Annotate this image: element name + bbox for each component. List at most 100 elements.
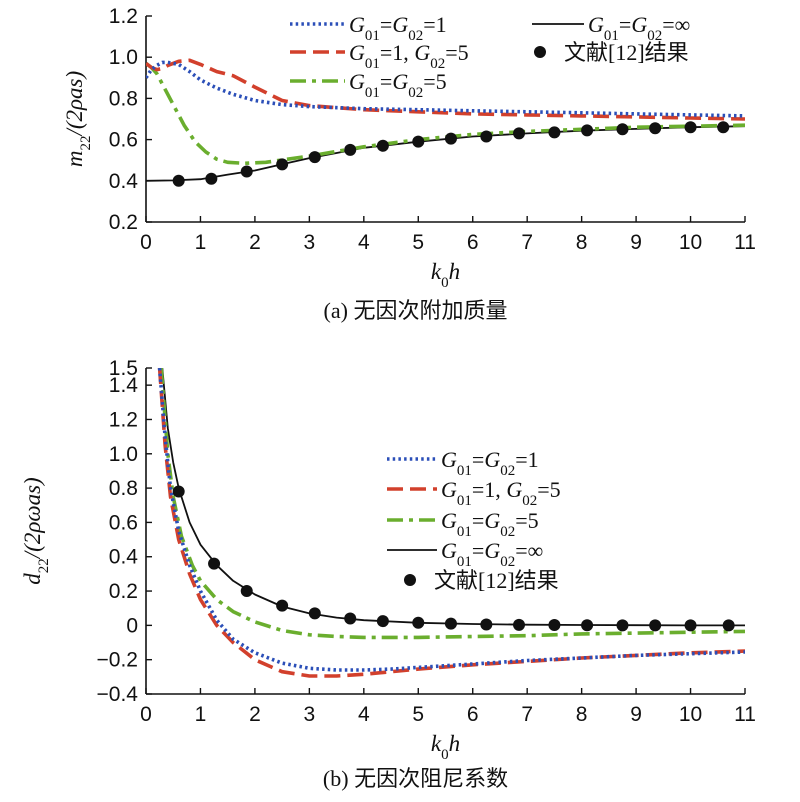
y-tick-label: 0.8 [109, 87, 138, 110]
legend-label: G01=1, G02=5 [441, 477, 561, 509]
data-point-marker [240, 165, 253, 178]
chart-a: 0 1 2 3 4 5 6 7 8 9 10 11 0.2 0.4 0.6 0.8 1.0 1.2 k0h m22/(… [62, 5, 756, 323]
y-axis-label: m22/(2ρas) [62, 71, 94, 167]
x-tick-label: 7 [521, 703, 533, 726]
x-tick-label: 5 [412, 703, 424, 726]
series-line-solid [146, 125, 745, 182]
series-line-dotted [146, 60, 745, 118]
x-tick-label: 8 [576, 231, 588, 254]
data-point-marker [412, 135, 425, 148]
data-point-marker [722, 619, 735, 632]
x-tick-label: 6 [467, 703, 479, 726]
x-tick-label: 3 [304, 703, 316, 726]
data-point-marker [276, 599, 289, 612]
y-tick-label: 1.0 [109, 46, 138, 69]
data-point-marker [205, 172, 218, 185]
data-point-marker [480, 618, 493, 631]
x-tick-label: 4 [358, 703, 370, 726]
legend-label: G01=G02=5 [349, 69, 447, 101]
data-point-marker [376, 615, 389, 628]
data-point-marker [412, 616, 425, 629]
legend-label: G01=G02=1 [349, 12, 447, 44]
y-tick-label: 1.2 [109, 5, 138, 28]
x-tick-label: 11 [734, 231, 756, 254]
y-tick-label: 0 [126, 614, 138, 637]
data-point-marker [208, 557, 221, 570]
data-point-marker [684, 619, 697, 632]
legend-label: 文献[12]结果 [434, 568, 559, 593]
data-point-marker [616, 123, 629, 136]
y-tick-label: 1.0 [109, 443, 138, 466]
data-point-marker [172, 174, 185, 187]
x-tick-label: 7 [521, 231, 533, 254]
x-tick-label: 1 [195, 231, 207, 254]
x-tick-label: 9 [630, 231, 642, 254]
x-axis-label: k0h [431, 731, 460, 763]
legend-label: G01=G02=1 [441, 447, 539, 479]
x-tick-label: 2 [249, 231, 261, 254]
series-line-dotted [157, 368, 745, 672]
legend-marker [404, 574, 416, 586]
x-axis-label: k0h [431, 259, 460, 291]
data-point-marker [717, 121, 730, 134]
series-line-dashed [146, 58, 745, 121]
legend-label: G01=G02=∞ [441, 538, 543, 570]
data-point-marker [513, 618, 526, 631]
data-point-marker [344, 612, 357, 625]
x-tick-label: 1 [195, 703, 207, 726]
data-point-marker [616, 619, 629, 632]
data-point-marker [684, 121, 697, 134]
data-point-marker [513, 127, 526, 140]
x-tick-label: 0 [140, 231, 152, 254]
data-point-marker [308, 151, 321, 164]
data-point-marker [344, 143, 357, 156]
data-point-marker [444, 132, 457, 145]
x-tick-label: 3 [304, 231, 316, 254]
data-point-marker [548, 126, 561, 139]
y-tick-label: 0.4 [109, 170, 139, 193]
data-point-marker [172, 485, 185, 498]
legend-label: G01=G02=5 [441, 508, 539, 540]
x-tick-label: 4 [358, 231, 370, 254]
data-point-marker [444, 617, 457, 630]
data-point-marker [581, 124, 594, 137]
y-tick-label: 1.5 [109, 357, 138, 380]
data-point-marker [376, 139, 389, 152]
x-tick-label: 6 [467, 231, 479, 254]
y-tick-label: 1.4 [109, 374, 139, 397]
y-tick-label: 0.2 [109, 211, 138, 234]
y-tick-label: 1.2 [109, 408, 138, 431]
chart-b: 0 1 2 3 4 5 6 7 8 9 10 11 −0.4 −0.2 0 0.2 0.4 0.6 0.8 1.0 1.… [20, 357, 756, 791]
x-tick-label: 8 [576, 703, 588, 726]
y-tick-label: −0.2 [97, 649, 138, 672]
x-tick-label: 2 [249, 703, 261, 726]
y-tick-label: 0.6 [109, 129, 138, 152]
legend-label: G01=G02=∞ [588, 12, 690, 44]
data-point-marker [308, 607, 321, 620]
x-tick-label: 11 [734, 703, 756, 726]
data-point-marker [276, 158, 289, 171]
x-tick-label: 5 [412, 231, 424, 254]
data-point-marker [480, 130, 493, 143]
x-tick-label: 0 [140, 703, 152, 726]
chart-caption: (b) 无因次阻尼系数 [323, 766, 508, 791]
data-point-marker [581, 619, 594, 632]
x-tick-label: 10 [679, 231, 702, 254]
data-point-marker [649, 619, 662, 632]
data-point-marker [649, 122, 662, 135]
chart-caption: (a) 无因次附加质量 [324, 298, 508, 323]
x-tick-label: 9 [630, 703, 642, 726]
y-tick-label: 0.6 [109, 511, 138, 534]
x-tick-label: 10 [679, 703, 702, 726]
y-tick-label: 0.8 [109, 477, 138, 500]
series-line-dashdot [159, 368, 745, 640]
y-tick-label: −0.4 [97, 683, 139, 706]
legend-marker [534, 46, 546, 58]
data-point-marker [240, 585, 253, 598]
legend-label: 文献[12]结果 [564, 40, 689, 65]
y-axis-label: d22/(2ρωas) [20, 477, 52, 584]
data-point-marker [548, 619, 561, 632]
y-tick-label: 0.4 [109, 546, 139, 569]
legend-label: G01=1, G02=5 [349, 40, 469, 72]
